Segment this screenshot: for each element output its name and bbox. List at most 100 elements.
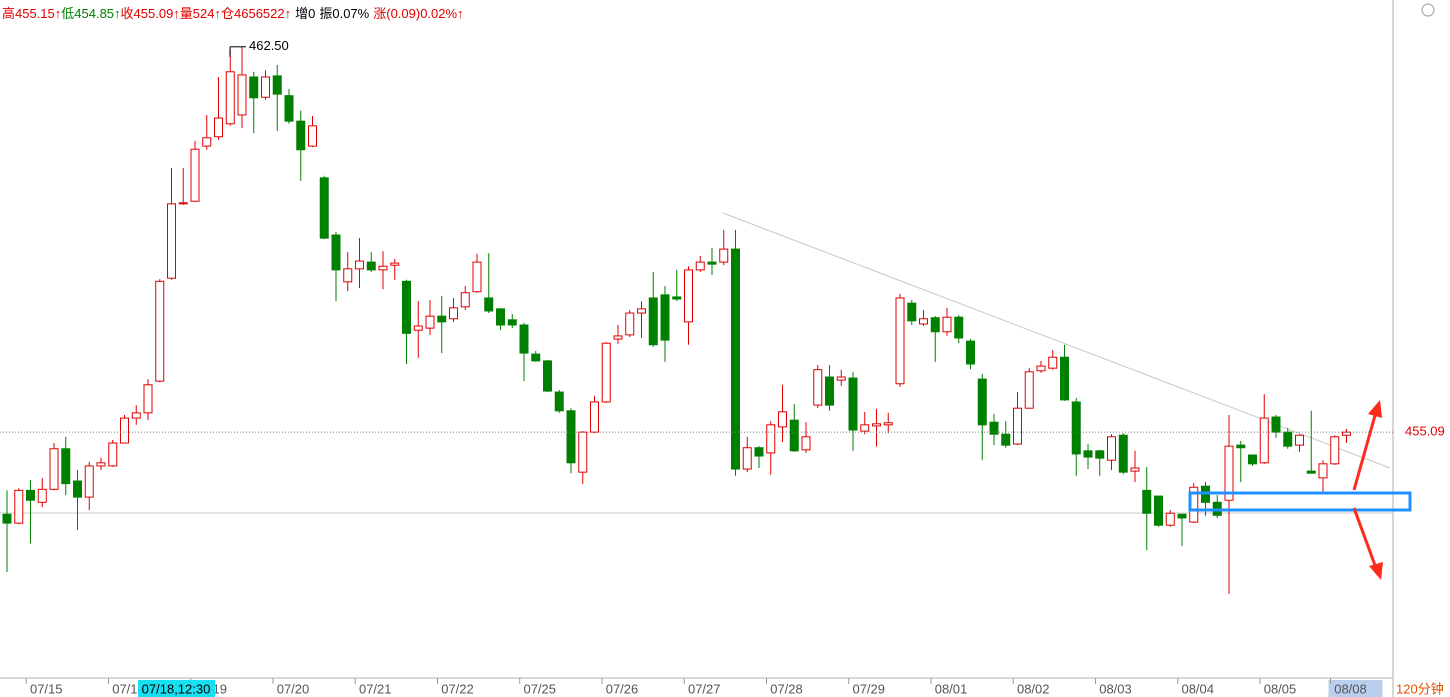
x-tick-label: 08/08 <box>1334 681 1367 696</box>
candle-body <box>1318 463 1328 479</box>
candle-body <box>1048 356 1058 369</box>
candle-body <box>73 480 82 498</box>
candle-body <box>108 442 118 467</box>
candle-body <box>590 401 599 433</box>
candle-body <box>731 248 740 470</box>
candle-body <box>637 308 646 314</box>
candle-body <box>496 308 505 326</box>
x-tick-label: 08/04 <box>1181 681 1214 696</box>
candle-body <box>84 465 94 498</box>
arrow-down <box>1352 507 1383 580</box>
candle-body <box>578 431 588 473</box>
candle-body <box>507 319 517 326</box>
info-item: 振0.07% <box>319 6 370 21</box>
candle-body <box>1259 417 1269 464</box>
candle-body <box>1306 470 1316 474</box>
candle-body <box>1236 444 1246 449</box>
candle-body <box>402 280 411 334</box>
candle-body <box>848 377 858 431</box>
candle-body <box>2 513 12 524</box>
candle-body <box>272 75 282 95</box>
x-tick-label: 07/25 <box>523 681 556 696</box>
candle-body <box>836 376 846 381</box>
candle-body <box>778 411 787 428</box>
candle-body <box>695 261 705 271</box>
candle-body <box>1142 489 1152 514</box>
candles <box>2 46 1351 594</box>
candle-body <box>1060 356 1069 401</box>
candle-body <box>648 297 658 346</box>
candle-body <box>942 316 952 333</box>
x-tick-label: 07/22 <box>441 681 474 696</box>
candle-body <box>789 419 799 452</box>
info-bar: 高455.15↑低454.85↑收455.09↑量524↑仓4656522↑ 增0… <box>2 3 464 22</box>
candle-body <box>660 294 670 341</box>
candle-body <box>1283 431 1293 447</box>
last-price-label: 455.09 <box>1405 424 1445 439</box>
candle-body <box>1271 416 1281 433</box>
candle-body <box>625 312 635 336</box>
candle-body <box>319 177 329 239</box>
max-marker-label: 462.50 <box>249 38 289 53</box>
candle-body <box>872 423 881 427</box>
x-tick-label: 07/27 <box>688 681 721 696</box>
candle-body <box>1013 407 1022 445</box>
x-tick-label: 07/20 <box>277 681 310 696</box>
candle-body <box>284 95 294 122</box>
settings-icon[interactable] <box>1421 3 1435 17</box>
candle-body <box>954 316 964 339</box>
candle-body <box>742 447 752 470</box>
candle-body <box>919 318 928 325</box>
candle-body <box>378 265 388 271</box>
candle-body <box>966 340 975 365</box>
x-tick-label: 07/18 <box>112 681 145 696</box>
candle-body <box>613 335 623 340</box>
candle-body <box>1130 467 1140 472</box>
candle-body <box>214 117 223 138</box>
candle-body <box>1342 431 1351 436</box>
cursor-label-bg <box>138 680 215 697</box>
candle-body <box>519 324 529 354</box>
highlight-box <box>1188 491 1412 512</box>
candle-body <box>61 448 71 485</box>
candle-body <box>907 302 917 322</box>
candle-body <box>96 462 106 467</box>
candle-body <box>1036 365 1046 372</box>
info-item: 收455.09↑ <box>120 6 180 21</box>
x-tick-label: 07/15 <box>30 681 63 696</box>
info-item: 增0 <box>295 6 316 21</box>
x-tick-label: 08/02 <box>1017 681 1050 696</box>
x-tick-label: 07/21 <box>359 681 392 696</box>
candle-body <box>801 436 811 451</box>
x-tick-label: 08/05 <box>1264 681 1297 696</box>
candle-body <box>413 325 423 331</box>
candle-body <box>14 489 24 524</box>
candle-body <box>355 260 364 270</box>
candle-body <box>390 262 400 266</box>
candle-body <box>366 261 376 271</box>
candle-body <box>1165 512 1175 526</box>
info-item: 高455.15↑ <box>2 6 62 21</box>
candle-body <box>813 369 823 406</box>
candle-body <box>26 489 35 501</box>
candle-body <box>566 410 576 464</box>
candle-body <box>331 234 341 271</box>
current-date-bg <box>1328 680 1383 697</box>
candle-body <box>190 148 200 202</box>
candle-body <box>684 269 693 323</box>
candle-body <box>1154 495 1163 526</box>
trend-line <box>722 212 1391 469</box>
candle-body <box>719 248 729 263</box>
candle-body <box>1024 371 1034 409</box>
candle-body <box>1095 450 1105 459</box>
candle-body <box>883 422 893 426</box>
candle-body <box>1248 454 1257 465</box>
candle-body <box>425 315 435 329</box>
candle-body <box>531 353 541 362</box>
candle-body <box>484 297 494 312</box>
candle-body <box>543 360 552 392</box>
candle-body <box>1071 401 1081 455</box>
candle-body <box>437 315 447 323</box>
info-item: 低454.85↑ <box>61 6 121 21</box>
